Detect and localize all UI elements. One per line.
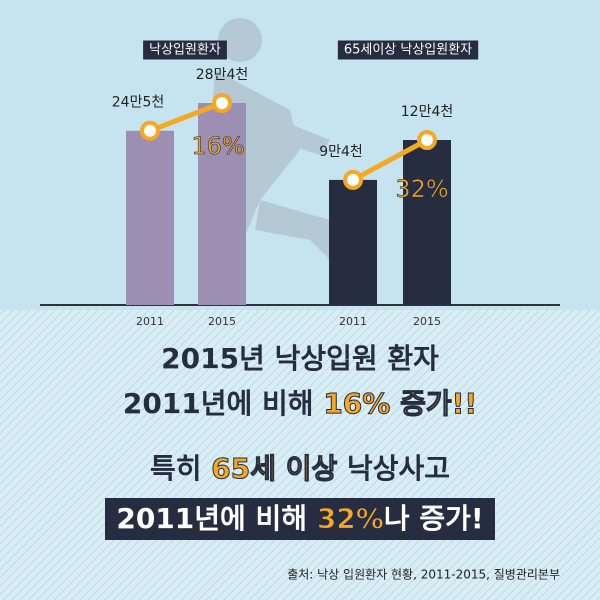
bar bbox=[198, 103, 246, 305]
x-tick-label: 2015 bbox=[208, 315, 236, 328]
headline-line: 2015년 낙상입원 환자 bbox=[161, 342, 439, 375]
headline-highlight: 65세 이상 bbox=[211, 452, 337, 485]
point bbox=[417, 130, 437, 150]
headline-line: 2011년에 비해 32%나 증가! bbox=[116, 502, 483, 535]
annotation: 32% bbox=[395, 175, 448, 203]
top-background bbox=[0, 0, 600, 310]
headline-highlight: 16% 증가!! bbox=[323, 387, 477, 420]
trend-line bbox=[149, 100, 223, 134]
headline-text: 나 증가! bbox=[384, 502, 484, 535]
chart-title: 65세이상 낙상입원환자 bbox=[344, 43, 472, 58]
x-tick-label: 2011 bbox=[136, 315, 164, 328]
bar bbox=[126, 130, 174, 305]
x-tick-label: 2011 bbox=[339, 315, 367, 328]
bar bbox=[329, 179, 377, 305]
value-label: 28만4천 bbox=[196, 67, 248, 83]
value-label: 9만4천 bbox=[319, 144, 363, 160]
headline-text: 2011년에 비해 bbox=[116, 502, 316, 535]
headline-text: 2011년에 비해 bbox=[123, 387, 323, 420]
x-tick-label: 2015 bbox=[413, 315, 441, 328]
annotation: 16% bbox=[191, 132, 244, 160]
point bbox=[343, 169, 363, 190]
chart-title-box bbox=[143, 40, 227, 60]
point bbox=[140, 120, 160, 141]
source: 출처: 낙상 입원환자 현황, 2011-2015, 질병관리본부 bbox=[287, 568, 560, 582]
hatch bbox=[0, 310, 600, 600]
headline-line: 2011년에 비해 16% 증가!! bbox=[123, 387, 477, 420]
chart-title: 낙상입원환자 bbox=[149, 43, 221, 58]
trend-line bbox=[351, 137, 429, 183]
headline-text: 특히 bbox=[150, 452, 211, 485]
point bbox=[212, 93, 232, 113]
headline-text: 2015년 낙상입원 환자 bbox=[161, 342, 439, 375]
headline-band bbox=[105, 498, 495, 540]
chart-title-box bbox=[337, 40, 479, 60]
headline-line: 특히 65세 이상 낙상사고 bbox=[150, 452, 450, 485]
value-label: 24만5천 bbox=[112, 95, 164, 111]
headline-text: 낙상사고 bbox=[337, 452, 450, 485]
bar bbox=[403, 140, 451, 305]
value-label: 12만4천 bbox=[401, 104, 453, 120]
headline-highlight: 32% bbox=[317, 502, 384, 535]
